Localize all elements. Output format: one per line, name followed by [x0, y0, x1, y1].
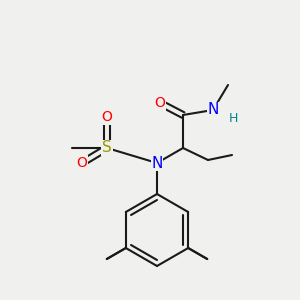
- Text: N: N: [151, 155, 163, 170]
- Text: N: N: [207, 103, 219, 118]
- Text: O: O: [102, 110, 112, 124]
- Text: O: O: [154, 96, 165, 110]
- Text: S: S: [102, 140, 112, 155]
- Text: H: H: [228, 112, 238, 124]
- Text: O: O: [76, 156, 87, 170]
